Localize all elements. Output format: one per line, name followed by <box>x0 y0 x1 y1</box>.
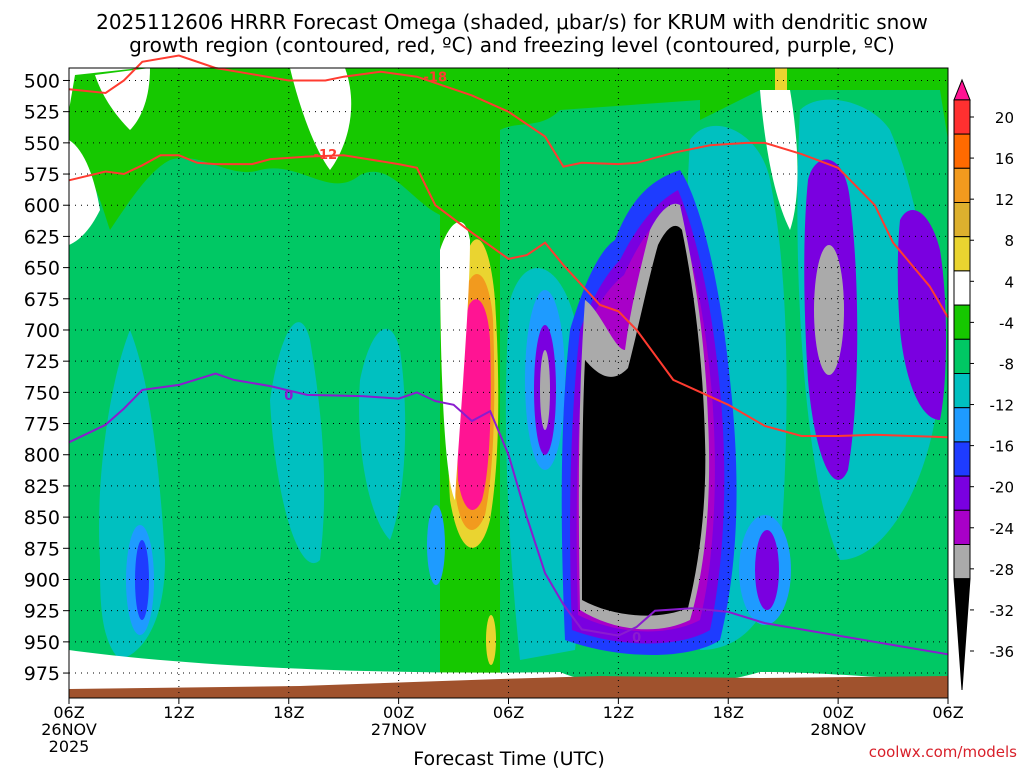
y-tick-label-9: 725 <box>24 351 60 373</box>
y-tick-label-17: 925 <box>24 601 60 623</box>
colorbar-band-4 <box>953 202 971 238</box>
y-tick-label-6: 650 <box>24 258 60 280</box>
colorbar-top-arrow <box>953 78 971 101</box>
colorbar-band-5 <box>953 236 971 272</box>
dgz-upper-isotherm <box>68 54 949 319</box>
colorbar-band-13 <box>953 509 971 545</box>
omega-pink-descent-core <box>457 299 491 511</box>
y-tick-label-15: 875 <box>24 538 60 560</box>
omega-sky-cell-2 <box>427 505 445 585</box>
colorbar-bottom-arrow <box>953 578 971 691</box>
colorbar-label-1: 16 <box>995 150 1014 168</box>
chart-title-line-1: 2025112606 HRRR Forecast Omega (shaded, … <box>96 10 928 34</box>
y-axis: 500 525 550 575 600 625 650 675 700 725 750 775 800 8… <box>24 70 69 685</box>
colorbar-band-8 <box>953 338 971 374</box>
plot-area: -18 -12 0 0 <box>68 54 949 699</box>
omega-black-ascent-core <box>582 225 706 616</box>
colorbar-label-4: 4 <box>1004 273 1014 291</box>
x-tick-label-0-2: 2025 <box>49 737 90 756</box>
colorbar-band-2 <box>953 133 971 169</box>
x-tick-label-7-0: 00Z <box>822 703 853 722</box>
colorbar-band-3 <box>953 167 971 204</box>
omega-white-upper-2 <box>95 68 150 130</box>
y-tick-label-16: 900 <box>24 569 60 591</box>
chart-title-line-2: growth region (contoured, red, ºC) and f… <box>129 33 895 57</box>
y-tick-label-10: 750 <box>24 382 60 404</box>
y-tick-label-11: 775 <box>24 414 60 436</box>
x-tick-label-1-0: 12Z <box>163 703 194 722</box>
y-tick-label-19: 975 <box>24 663 60 685</box>
x-tick-label-2-0: 18Z <box>273 703 304 722</box>
omega-gray-cell-28nov <box>814 245 844 375</box>
x-tick-label-5-0: 12Z <box>603 703 634 722</box>
x-tick-label-8-0: 06Z <box>932 703 963 722</box>
y-tick-label-1: 525 <box>24 102 60 124</box>
colorbar: 20 16 12 8 4 -4 -8 -12 -16 -20 -24 -28 -32 -36 <box>953 78 1015 691</box>
colorbar-band-12 <box>953 475 971 511</box>
credit-text: coolwx.com/models <box>869 743 1017 761</box>
x-tick-label-4-0: 06Z <box>493 703 524 722</box>
colorbar-label-2: 12 <box>995 191 1014 209</box>
colorbar-label-3: 8 <box>1004 232 1014 250</box>
omega-white-upper-3 <box>69 140 100 245</box>
dgz-upper-label: -18 <box>424 71 448 86</box>
colorbar-label-7: -12 <box>990 397 1015 415</box>
colorbar-band-11 <box>953 441 971 477</box>
colorbar-label-0: 20 <box>995 109 1014 127</box>
freezing-label-2: 0 <box>632 631 641 646</box>
omega-cyan-mid <box>270 322 325 564</box>
dgz-lower-isotherm <box>68 154 949 439</box>
y-tick-label-14: 850 <box>24 507 60 529</box>
omega-shading <box>69 68 948 698</box>
colorbar-label-9: -20 <box>990 479 1015 497</box>
colorbar-label-12: -32 <box>990 602 1015 620</box>
colorbar-band-7 <box>953 304 971 340</box>
contours: -18 -12 0 0 <box>68 54 949 656</box>
y-tick-label-18: 950 <box>24 632 60 654</box>
colorbar-band-14 <box>953 544 971 580</box>
omega-white-near-descent <box>440 221 470 501</box>
x-tick-label-3-0: 00Z <box>383 703 414 722</box>
grid-lines <box>69 68 948 698</box>
colorbar-band-1 <box>953 99 971 135</box>
omega-white-upper-1 <box>290 68 352 170</box>
x-tick-label-6-0: 18Z <box>713 703 744 722</box>
y-tick-label-2: 550 <box>24 133 60 155</box>
freezing-level-contour <box>68 372 949 656</box>
dgz-lower-label: -12 <box>314 148 338 163</box>
omega-blue-cell-west <box>135 540 149 620</box>
x-axis-label: Forecast Time (UTC) <box>413 748 604 768</box>
colorbar-label-6: -8 <box>999 355 1014 373</box>
omega-violet-cell-east <box>755 530 779 610</box>
y-tick-label-4: 600 <box>24 195 60 217</box>
y-tick-label-13: 825 <box>24 476 60 498</box>
x-tick-label-7-1: 28NOV <box>810 720 866 739</box>
y-tick-label-3: 575 <box>24 164 60 186</box>
colorbar-label-13: -36 <box>990 643 1015 661</box>
x-tick-label-0-1: 26NOV <box>41 720 97 739</box>
freezing-label-1: 0 <box>284 389 293 404</box>
omega-white-upper-east <box>760 90 798 230</box>
omega-cyan-mid2 <box>359 328 406 540</box>
omega-yellow-cell-sfc <box>486 615 496 665</box>
y-tick-label-0: 500 <box>24 70 60 92</box>
y-tick-label-8: 700 <box>24 320 60 342</box>
x-tick-label-0-0: 06Z <box>53 703 84 722</box>
colorbar-band-6 <box>953 270 971 306</box>
omega-gray-cell-central <box>540 350 550 430</box>
colorbar-band-9 <box>953 373 971 409</box>
y-tick-label-5: 625 <box>24 226 60 248</box>
colorbar-label-5: -4 <box>999 314 1014 332</box>
colorbar-label-11: -28 <box>990 561 1015 579</box>
colorbar-label-8: -16 <box>990 438 1015 456</box>
y-tick-label-12: 800 <box>24 445 60 467</box>
colorbar-label-10: -24 <box>990 520 1015 538</box>
x-tick-label-3-1: 27NOV <box>371 720 427 739</box>
y-tick-label-7: 675 <box>24 289 60 311</box>
colorbar-band-10 <box>953 407 971 443</box>
